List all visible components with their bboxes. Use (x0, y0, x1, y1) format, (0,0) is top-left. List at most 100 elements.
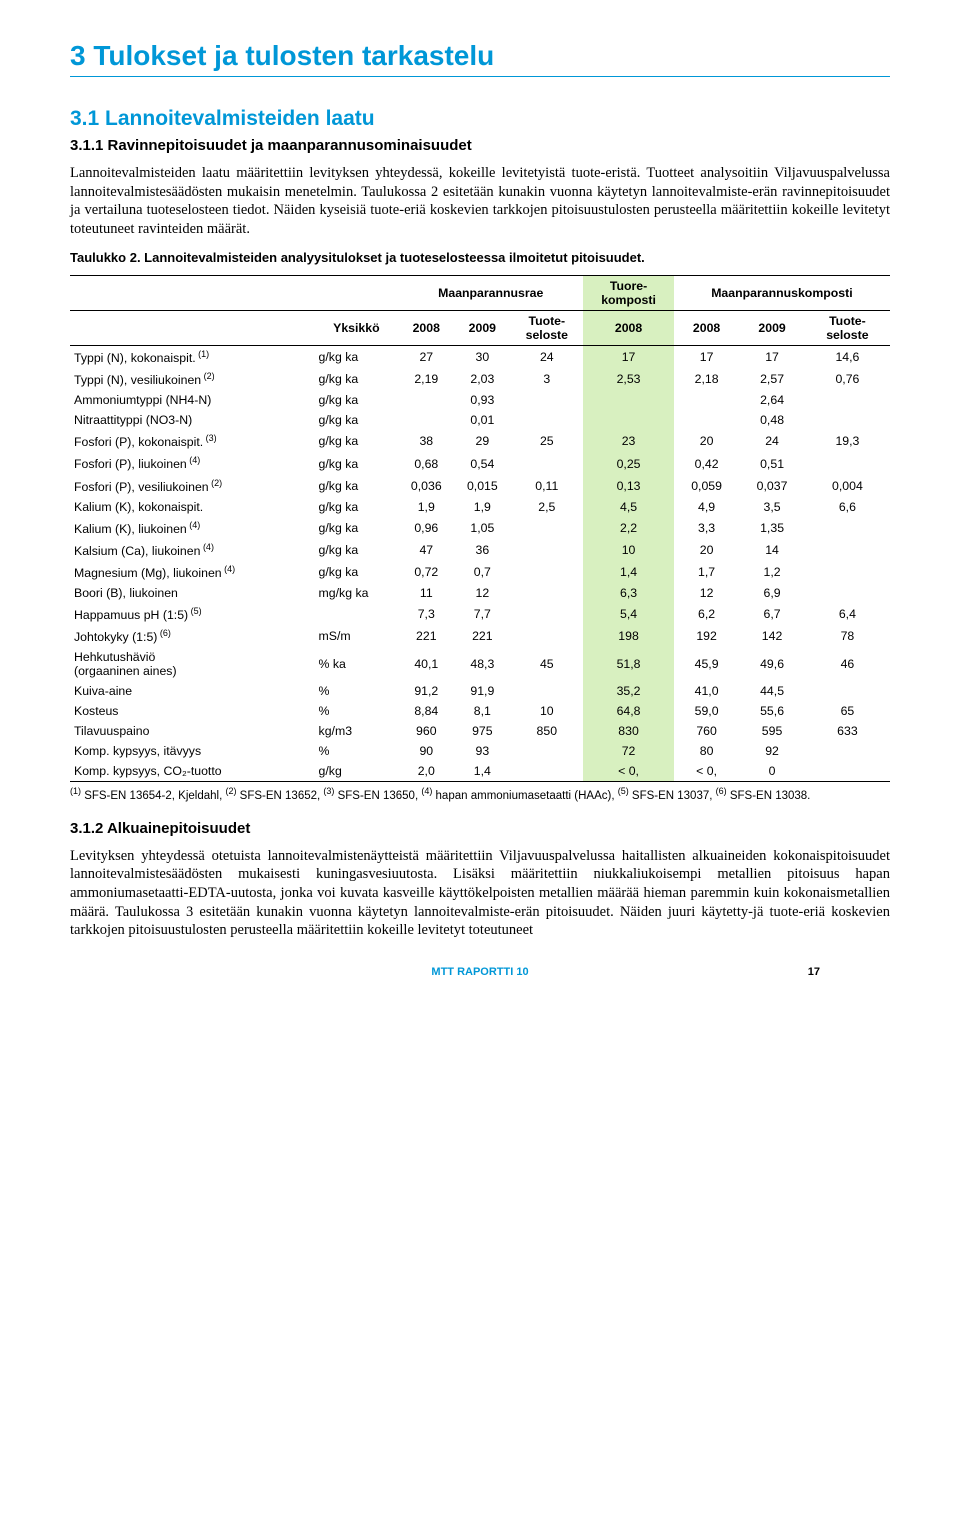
table-cell: 1,2 (739, 561, 804, 583)
table-row-label: Magnesium (Mg), liukoinen (4) (70, 561, 315, 583)
table-cell-unit: g/kg ka (315, 539, 399, 561)
table-row-label: Kosteus (70, 701, 315, 721)
table-cell: 92 (739, 741, 804, 761)
table-cell-unit: g/kg (315, 761, 399, 782)
table-cell (510, 681, 583, 701)
table-row-label: Komp. kypsyys, CO₂-tuotto (70, 761, 315, 782)
table-cell: 1,4 (583, 561, 674, 583)
table-cell: 23 (583, 430, 674, 452)
table-cell: 221 (454, 625, 510, 647)
table-cell: 4,9 (674, 497, 739, 517)
table-cell (583, 390, 674, 410)
table-row: Typpi (N), vesiliukoinen (2)g/kg ka2,192… (70, 368, 890, 390)
subsection-title-1: 3.1.1 Ravinnepitoisuudet ja maanparannus… (70, 137, 890, 154)
data-table: MaanparannusraeTuore- kompostiMaanparann… (70, 275, 890, 782)
table-row: Fosfori (P), kokonaispit. (3)g/kg ka3829… (70, 430, 890, 452)
table-cell: 6,9 (739, 583, 804, 603)
table-cell: 44,5 (739, 681, 804, 701)
table-cell: 1,4 (454, 761, 510, 782)
table-cell: < 0, (583, 761, 674, 782)
table-cell: 0,68 (398, 452, 454, 474)
table-row: Komp. kypsyys, itävyys%9093728092 (70, 741, 890, 761)
table-cell (805, 681, 890, 701)
table-row: Fosfori (P), liukoinen (4)g/kg ka0,680,5… (70, 452, 890, 474)
table-row-label: Boori (B), liukoinen (70, 583, 315, 603)
table-cell: 0,54 (454, 452, 510, 474)
table-cell: 633 (805, 721, 890, 741)
table-column-header-cell: Tuote- seloste (510, 311, 583, 346)
table-column-header-cell: 2008 (398, 311, 454, 346)
table-row: Kuiva-aine%91,291,935,241,044,5 (70, 681, 890, 701)
table-cell (583, 410, 674, 430)
table-cell: 25 (510, 430, 583, 452)
table-cell (805, 517, 890, 539)
table-cell-unit: g/kg ka (315, 390, 399, 410)
table-cell-unit (315, 603, 399, 625)
table-cell: 1,05 (454, 517, 510, 539)
table-cell: 0,11 (510, 475, 583, 497)
table-cell-unit: mg/kg ka (315, 583, 399, 603)
table-cell: 0,93 (454, 390, 510, 410)
table-group-header-cell: Maanparannusrae (398, 276, 583, 311)
table-cell: 30 (454, 346, 510, 369)
table-cell: 17 (583, 346, 674, 369)
table-row-label: Tilavuuspaino (70, 721, 315, 741)
table-cell-unit: mS/m (315, 625, 399, 647)
table-cell: 0,036 (398, 475, 454, 497)
table-cell: 7,3 (398, 603, 454, 625)
table-cell: 8,1 (454, 701, 510, 721)
table-cell: 6,4 (805, 603, 890, 625)
table-cell-unit: % (315, 701, 399, 721)
table-cell: 0 (739, 761, 804, 782)
table-cell (510, 741, 583, 761)
table-row-label: Fosfori (P), liukoinen (4) (70, 452, 315, 474)
table-cell: 850 (510, 721, 583, 741)
table-row-label: Johtokyky (1:5) (6) (70, 625, 315, 647)
table-cell (805, 561, 890, 583)
table-row: Ammoniumtyppi (NH4-N)g/kg ka0,932,64 (70, 390, 890, 410)
table-cell: 10 (510, 701, 583, 721)
table-cell: 0,037 (739, 475, 804, 497)
table-row: Komp. kypsyys, CO₂-tuottog/kg2,01,4< 0,<… (70, 761, 890, 782)
table-cell-unit: g/kg ka (315, 475, 399, 497)
table-cell: 48,3 (454, 647, 510, 681)
table-row: Happamuus pH (1:5) (5)7,37,75,46,26,76,4 (70, 603, 890, 625)
table-cell: 6,6 (805, 497, 890, 517)
table-cell: 0,51 (739, 452, 804, 474)
table-cell: < 0, (674, 761, 739, 782)
table-cell: 1,9 (398, 497, 454, 517)
page-number: 17 (808, 966, 820, 978)
table-cell-unit: g/kg ka (315, 517, 399, 539)
table-cell: 142 (739, 625, 804, 647)
section-title: 3.1 Lannoitevalmisteiden laatu (70, 107, 890, 131)
table-cell-unit: g/kg ka (315, 452, 399, 474)
table-group-header-cell (70, 276, 398, 311)
table-row: Boori (B), liukoinenmg/kg ka11126,3126,9 (70, 583, 890, 603)
table-cell-unit: % (315, 681, 399, 701)
table-cell: 38 (398, 430, 454, 452)
table-cell: 2,5 (510, 497, 583, 517)
table-cell: 2,03 (454, 368, 510, 390)
table-cell: 78 (805, 625, 890, 647)
table-cell-unit: g/kg ka (315, 497, 399, 517)
table-cell: 45,9 (674, 647, 739, 681)
table-cell: 5,4 (583, 603, 674, 625)
table-cell: 0,004 (805, 475, 890, 497)
page-title: 3 Tulokset ja tulosten tarkastelu (70, 40, 890, 77)
table-cell: 960 (398, 721, 454, 741)
table-cell: 0,13 (583, 475, 674, 497)
table-row: Fosfori (P), vesiliukoinen (2)g/kg ka0,0… (70, 475, 890, 497)
table-row: Typpi (N), kokonaispit. (1)g/kg ka273024… (70, 346, 890, 369)
table-row-label: Kalium (K), liukoinen (4) (70, 517, 315, 539)
table-cell (510, 517, 583, 539)
table-cell-unit: g/kg ka (315, 410, 399, 430)
table-cell: 2,2 (583, 517, 674, 539)
table-cell: 4,5 (583, 497, 674, 517)
table-cell: 12 (454, 583, 510, 603)
table-cell: 0,059 (674, 475, 739, 497)
table-cell: 0,42 (674, 452, 739, 474)
table-cell: 12 (674, 583, 739, 603)
table-cell (805, 410, 890, 430)
table-cell (510, 452, 583, 474)
table-row-label: Komp. kypsyys, itävyys (70, 741, 315, 761)
